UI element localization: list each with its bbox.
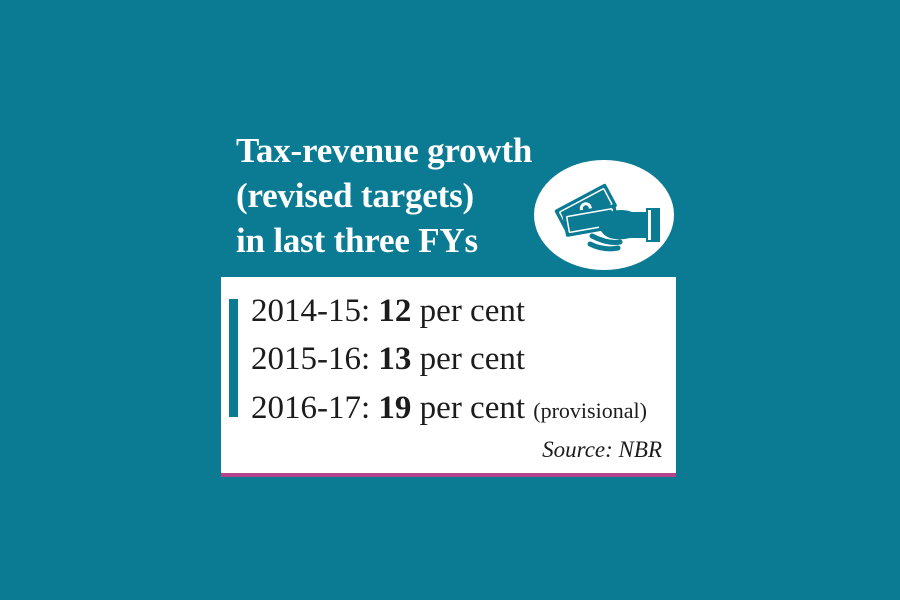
- title-line-3: in last three FYs: [236, 221, 478, 260]
- row-year: 2015-16:: [251, 341, 371, 377]
- row-note: (provisional): [533, 398, 647, 423]
- row-value: 19: [378, 390, 412, 426]
- data-card: 2014-15: 12 per cent 2015-16: 13 per cen…: [221, 277, 676, 477]
- infographic-title: Tax-revenue growth (revised targets) in …: [236, 128, 576, 263]
- row-unit: per cent: [419, 341, 526, 377]
- row-unit: per cent: [419, 390, 526, 426]
- emblem: [534, 160, 674, 270]
- data-row-2015-16: 2015-16: 13 per cent: [251, 339, 525, 379]
- title-line-2: (revised targets): [236, 176, 474, 215]
- data-row-2016-17: 2016-17: 19 per cent (provisional): [251, 388, 647, 431]
- title-line-1: Tax-revenue growth: [236, 131, 533, 170]
- data-row-2014-15: 2014-15: 12 per cent: [251, 291, 525, 331]
- row-year: 2016-17:: [251, 390, 371, 426]
- hand-with-money-icon: [554, 183, 660, 252]
- row-unit: per cent: [419, 293, 526, 329]
- row-value: 12: [378, 293, 412, 329]
- card-accent-bar: [229, 299, 238, 417]
- row-year: 2014-15:: [251, 293, 371, 329]
- row-value: 13: [378, 341, 412, 377]
- source-label: Source: NBR: [542, 437, 662, 462]
